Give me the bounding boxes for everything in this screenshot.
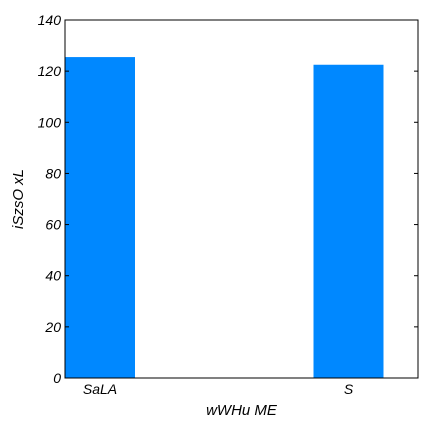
y-tick-label: 60 <box>45 217 61 233</box>
x-tick-label-SaLA: SaLA <box>83 381 117 397</box>
bars-layer <box>65 57 384 378</box>
x-axis-label: wWHu ME <box>206 402 278 419</box>
y-tick-label: 80 <box>45 165 61 181</box>
bar-S <box>313 64 384 378</box>
y-axis-label: iSzsO xL <box>10 169 27 229</box>
y-tick-label: 40 <box>45 268 61 284</box>
x-axis-ticks: SaLA S <box>83 381 354 397</box>
y-tick-label: 0 <box>53 370 61 386</box>
y-tick-label: 100 <box>38 114 62 130</box>
y-tick-label: 20 <box>44 319 61 335</box>
x-tick-label-S: S <box>344 381 354 397</box>
y-tick-label: 140 <box>38 12 62 28</box>
y-axis-ticks: 0 20 40 60 80 100 120 140 <box>38 12 418 386</box>
bar-SaLA <box>65 57 135 378</box>
y-tick-label: 120 <box>38 63 62 79</box>
plot-frame <box>64 19 419 379</box>
